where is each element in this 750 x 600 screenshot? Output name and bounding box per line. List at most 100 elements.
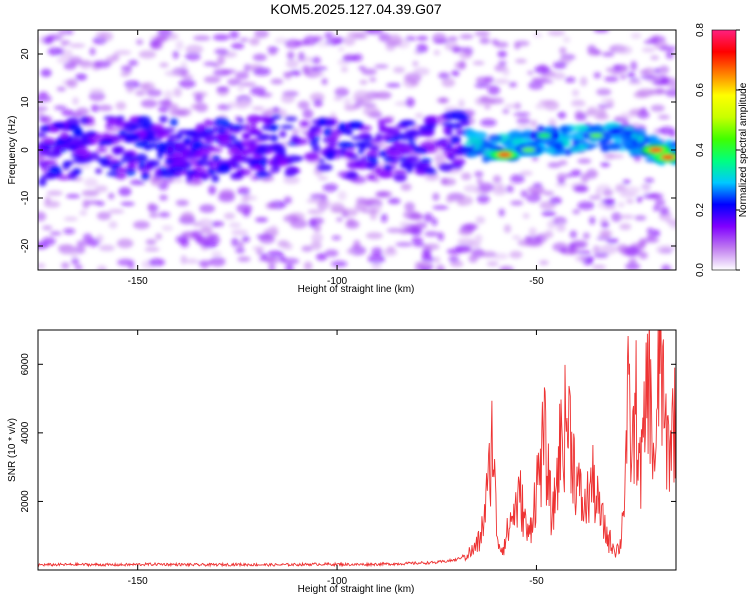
ridge-blob: [154, 168, 162, 174]
ridge-blob: [76, 138, 93, 146]
noise-blob: [252, 67, 271, 76]
noise-blob: [475, 216, 486, 224]
noise-blob: [74, 163, 92, 169]
noise-blob: [459, 34, 474, 40]
noise-blob: [94, 185, 108, 193]
colorbar-scale: [711, 29, 737, 271]
noise-blob: [498, 60, 507, 66]
ridge-blob: [607, 142, 623, 151]
noise-blob: [319, 202, 332, 208]
noise-blob: [441, 77, 456, 88]
noise-blob: [424, 243, 440, 251]
noise-blob: [504, 103, 520, 109]
noise-blob: [203, 61, 217, 66]
noise-blob: [41, 236, 56, 246]
noise-blob: [40, 68, 52, 78]
noise-blob: [58, 30, 66, 38]
spectrogram-x-label: Height of straight line (km): [298, 284, 415, 295]
noise-blob: [336, 217, 343, 222]
noise-blob: [203, 75, 221, 84]
ridge-blob: [234, 170, 243, 179]
ridge-blob: [378, 151, 386, 158]
noise-blob: [128, 59, 139, 67]
noise-blob: [463, 184, 480, 193]
hotspot-core: [589, 133, 604, 139]
noise-blob: [652, 80, 669, 86]
noise-blob: [97, 104, 113, 112]
ridge-blob: [304, 152, 320, 161]
noise-blob: [592, 245, 601, 254]
noise-blob: [600, 230, 611, 238]
ridge-blob: [459, 120, 470, 126]
ridge-blob: [450, 135, 461, 144]
noise-blob: [175, 235, 189, 244]
noise-blob: [535, 103, 547, 110]
noise-blob: [280, 93, 295, 104]
ridge-blob: [309, 140, 319, 147]
noise-blob: [75, 73, 88, 81]
ridge-blob: [255, 170, 269, 178]
snr-series-line: [38, 330, 676, 568]
noise-blob: [162, 98, 172, 108]
noise-blob: [324, 249, 339, 257]
ridge-blob: [387, 149, 403, 158]
noise-blob: [502, 67, 510, 77]
noise-blob: [424, 173, 440, 182]
ridge-blob: [155, 130, 170, 138]
noise-blob: [602, 188, 614, 197]
noise-blob: [457, 200, 467, 206]
noise-blob: [57, 244, 74, 249]
noise-blob: [579, 76, 588, 87]
noise-blob: [423, 212, 433, 223]
ridge-blob: [237, 118, 245, 123]
spectrogram-x-ticks: -150 -100 -50: [128, 30, 544, 287]
ridge-blob: [250, 122, 257, 131]
noise-blob: [582, 232, 591, 240]
ridge-blob: [506, 131, 523, 138]
noise-blob: [91, 104, 100, 113]
ridge-blob: [72, 129, 84, 138]
noise-blob: [516, 124, 533, 130]
noise-blob: [344, 104, 357, 111]
noise-blob: [494, 41, 509, 48]
noise-blob: [630, 122, 640, 128]
noise-blob: [100, 31, 114, 42]
noise-blob: [330, 202, 345, 213]
noise-blob: [363, 106, 380, 117]
noise-blob: [333, 95, 343, 101]
ridge-blob: [346, 161, 360, 170]
noise-blob: [549, 196, 562, 205]
noise-blob: [493, 78, 510, 84]
noise-blob: [570, 239, 588, 249]
noise-blob: [334, 87, 349, 97]
noise-blob: [169, 110, 188, 117]
noise-blob: [643, 39, 657, 45]
ridge-blob: [383, 155, 394, 162]
noise-blob: [155, 233, 163, 240]
ridge-blob: [100, 159, 111, 168]
noise-blob: [316, 42, 331, 47]
noise-blob: [410, 124, 421, 130]
ridge-blob: [144, 133, 155, 142]
hotspot-core: [497, 152, 512, 158]
noise-blob: [356, 197, 367, 204]
noise-blob: [416, 43, 428, 53]
noise-blob: [513, 112, 531, 117]
noise-blob: [517, 239, 531, 247]
noise-blob: [459, 49, 472, 60]
noise-blob: [436, 97, 450, 104]
noise-blob: [616, 45, 633, 55]
ridge-blob: [240, 156, 256, 164]
ridge-blob: [307, 131, 315, 140]
noise-blob: [476, 194, 490, 204]
noise-blob: [240, 99, 253, 108]
noise-blob: [250, 86, 266, 96]
ridge-blob: [271, 115, 282, 120]
noise-blob: [283, 176, 300, 185]
ridge-blob: [413, 162, 422, 169]
ridge-blob: [323, 128, 334, 137]
hotspot-core: [661, 154, 676, 160]
noise-blob: [393, 66, 405, 74]
ridge-blob: [369, 145, 380, 152]
noise-blob: [539, 79, 554, 84]
